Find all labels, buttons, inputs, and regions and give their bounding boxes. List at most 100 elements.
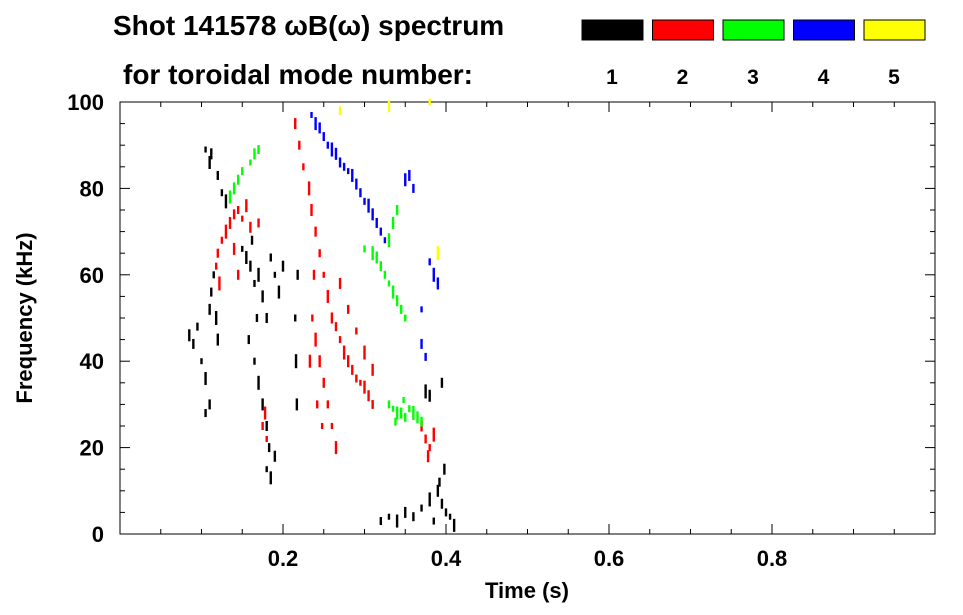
data-point <box>216 333 219 346</box>
data-point <box>387 233 391 248</box>
data-point <box>311 314 314 322</box>
data-point <box>294 354 298 369</box>
data-point <box>359 379 362 386</box>
data-point <box>363 380 366 394</box>
data-point <box>420 416 423 427</box>
data-point <box>391 216 395 229</box>
data-point <box>363 197 366 205</box>
data-point <box>443 463 446 475</box>
data-point <box>338 277 342 289</box>
data-point <box>307 181 311 196</box>
data-point <box>428 258 431 266</box>
data-point <box>387 100 391 113</box>
data-point <box>399 304 403 314</box>
data-point <box>428 444 431 452</box>
plot-frame <box>119 101 936 535</box>
data-point <box>334 147 338 160</box>
data-point <box>347 355 350 368</box>
data-point <box>302 163 305 171</box>
data-point <box>310 111 313 118</box>
data-point <box>440 377 444 388</box>
data-point <box>220 236 224 244</box>
data-point <box>232 182 236 195</box>
data-point <box>196 322 199 331</box>
data-point <box>253 279 256 287</box>
data-point <box>318 122 321 134</box>
y-tick-label: 0 <box>92 522 104 547</box>
data-point <box>363 345 366 360</box>
data-point <box>255 314 259 322</box>
data-point <box>208 155 211 169</box>
data-marks <box>188 98 456 532</box>
data-point <box>440 498 444 509</box>
data-point <box>426 450 430 463</box>
data-point <box>338 157 342 168</box>
x-tick-label: 0.8 <box>757 546 788 571</box>
data-point <box>432 517 435 525</box>
data-point <box>404 173 407 187</box>
legend-label-1: 1 <box>606 66 618 89</box>
data-point <box>241 215 244 222</box>
data-point <box>330 312 334 324</box>
data-point <box>408 405 411 413</box>
data-point <box>269 253 272 262</box>
data-point <box>273 271 277 278</box>
data-point <box>265 421 268 431</box>
data-point <box>379 517 382 526</box>
data-point <box>351 168 354 182</box>
x-axis-title: Time (s) <box>485 578 569 603</box>
data-point <box>334 322 338 332</box>
data-point <box>404 506 407 518</box>
data-point <box>318 249 321 258</box>
legend-label-2: 2 <box>677 66 689 89</box>
data-point <box>308 354 312 368</box>
data-point <box>265 466 268 473</box>
data-point <box>224 194 228 209</box>
series-n=5 <box>338 98 440 261</box>
data-point <box>404 412 407 422</box>
data-point <box>326 289 330 303</box>
data-point <box>383 237 387 244</box>
data-point <box>338 336 342 344</box>
y-tick-label: 80 <box>80 176 104 201</box>
data-point <box>420 338 423 349</box>
data-point <box>188 329 191 342</box>
data-point <box>432 427 435 442</box>
data-point <box>296 269 299 280</box>
data-point <box>436 246 440 261</box>
data-point <box>245 251 248 265</box>
legend-swatch-5 <box>863 19 926 41</box>
legend-label-4: 4 <box>818 66 830 89</box>
data-point <box>273 450 277 462</box>
data-point <box>310 204 313 216</box>
legend-label-5: 5 <box>888 66 900 89</box>
data-point <box>220 189 224 197</box>
data-point <box>342 345 346 360</box>
data-point <box>371 246 374 261</box>
y-tick-label: 60 <box>80 263 104 288</box>
data-point <box>249 221 252 233</box>
data-point <box>294 314 297 322</box>
data-point <box>428 98 431 106</box>
data-point <box>281 260 285 272</box>
data-point <box>257 267 260 282</box>
x-tick-label: 0.2 <box>268 546 299 571</box>
data-point <box>200 358 203 365</box>
data-point <box>395 514 399 528</box>
data-point <box>351 364 354 375</box>
data-point <box>318 355 321 368</box>
data-point <box>236 174 240 185</box>
data-point <box>363 245 366 253</box>
data-point <box>338 106 342 116</box>
data-point <box>359 188 362 198</box>
data-point <box>355 374 358 383</box>
data-point <box>298 140 301 150</box>
x-tick-label: 0.4 <box>431 546 462 571</box>
legend: 1 2 3 4 5 <box>581 19 926 89</box>
data-point <box>408 169 411 181</box>
data-point <box>277 285 281 299</box>
data-point <box>204 146 207 153</box>
data-point <box>395 295 399 307</box>
data-point <box>347 168 350 175</box>
data-point <box>334 441 338 455</box>
